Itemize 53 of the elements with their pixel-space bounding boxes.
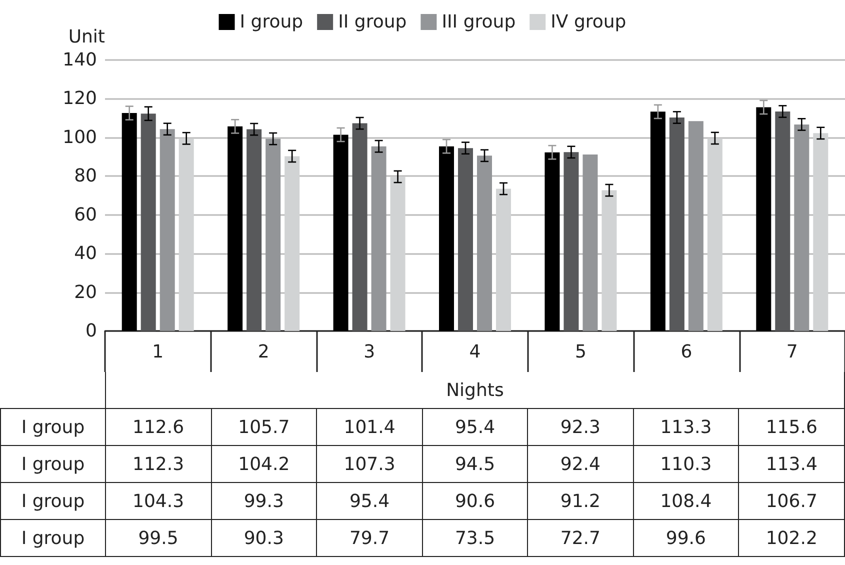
data-label: 79.7	[316, 520, 422, 556]
data-label: 112.6	[105, 408, 212, 446]
y-tick-label: 40	[74, 243, 97, 264]
data-label: 95.4	[422, 408, 528, 446]
x-tick-label: 1	[152, 342, 164, 362]
text: I group	[0, 408, 106, 446]
data-label: 113.4	[738, 446, 844, 482]
data-label: 104.3	[105, 482, 212, 520]
legend-label: III group	[442, 12, 516, 32]
y-tick-label: 120	[62, 88, 97, 110]
data-label: 115.6	[738, 408, 844, 446]
y-tick-label: 140	[62, 50, 97, 70]
data-label: 108.4	[633, 482, 739, 520]
data-label: 99.5	[105, 520, 212, 556]
x-tick-label: 2	[258, 342, 270, 362]
text: I group	[0, 482, 106, 520]
data-label: 113.3	[633, 408, 739, 446]
legend-label: II group	[338, 12, 407, 32]
legend-label: I group	[240, 12, 304, 32]
x-tick-label: 5	[574, 342, 586, 362]
y-axis-title: Unit	[68, 26, 105, 48]
text: I group	[0, 446, 106, 482]
data-label: 95.4	[316, 482, 422, 520]
text: I group	[0, 520, 106, 556]
x-tick-label: 4	[469, 342, 481, 362]
data-label: 90.3	[211, 520, 317, 556]
x-tick-label: 3	[364, 342, 376, 362]
data-label: 99.3	[211, 482, 317, 520]
data-label: 110.3	[633, 446, 739, 482]
data-label: 94.5	[422, 446, 528, 482]
y-tick-label: 0	[86, 320, 97, 342]
data-label: 112.3	[105, 446, 212, 482]
data-label: 107.3	[316, 446, 422, 482]
data-label: 92.3	[528, 408, 634, 446]
data-label: 105.7	[211, 408, 317, 446]
y-tick-label: 60	[74, 204, 97, 226]
legend-label: IV group	[550, 12, 626, 32]
x-axis-title: Nights	[105, 372, 844, 408]
data-label: 101.4	[316, 408, 422, 446]
data-label: 73.5	[422, 520, 528, 556]
x-tick-label: 6	[680, 342, 692, 362]
data-label: 102.2	[738, 520, 844, 556]
data-label: 90.6	[422, 482, 528, 520]
data-label: 99.6	[633, 520, 739, 556]
y-tick-label: 20	[74, 282, 97, 303]
data-label: 91.2	[528, 482, 634, 520]
y-tick-label: 100	[62, 126, 97, 148]
y-tick-label: 80	[74, 166, 97, 187]
data-label: 92.4	[528, 446, 634, 482]
data-label: 72.7	[528, 520, 634, 556]
x-tick-label: 7	[786, 342, 798, 362]
data-label: 104.2	[211, 446, 317, 482]
data-label: 106.7	[738, 482, 844, 520]
